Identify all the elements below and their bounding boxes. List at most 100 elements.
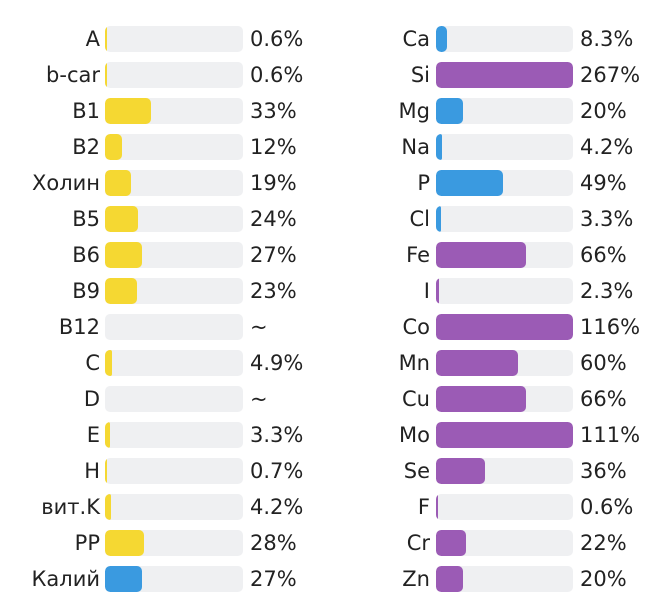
category-label: Cr xyxy=(406,531,430,555)
bar xyxy=(105,494,111,520)
bar-row: Se 36% xyxy=(0,457,670,485)
bar-track xyxy=(436,134,573,160)
category-label: E xyxy=(86,423,100,447)
category-label: вит.K xyxy=(41,495,100,519)
category-label: Zn xyxy=(402,567,430,591)
category-label: Mg xyxy=(398,99,430,123)
bar xyxy=(436,134,442,160)
category-label: C xyxy=(85,351,100,375)
bar xyxy=(436,314,573,340)
value-label: 0.6% xyxy=(250,27,304,51)
bar xyxy=(105,278,137,304)
bar-track xyxy=(105,26,243,52)
bar xyxy=(436,530,467,556)
bar-track xyxy=(105,458,243,484)
value-label: ~ xyxy=(250,315,268,339)
bar-track xyxy=(436,206,573,232)
bar-row: Zn 20% xyxy=(0,565,670,593)
value-label: 24% xyxy=(250,207,297,231)
bar-track xyxy=(105,134,243,160)
value-label: 3.3% xyxy=(250,423,304,447)
category-label: Ca xyxy=(402,27,430,51)
value-label: 23% xyxy=(250,279,297,303)
value-label: ~ xyxy=(250,387,268,411)
value-label: 60% xyxy=(580,351,627,375)
bar-row: Mg 20% xyxy=(0,97,670,125)
bar-row: B5 24% xyxy=(0,205,670,233)
value-label: 4.2% xyxy=(580,135,634,159)
bar-track xyxy=(105,530,243,556)
category-label: Mo xyxy=(399,423,430,447)
bar-row: Cl 3.3% xyxy=(0,205,670,233)
bar-track xyxy=(105,422,243,448)
value-label: 116% xyxy=(580,315,641,339)
value-label: 0.7% xyxy=(250,459,304,483)
category-label: b-car xyxy=(46,63,100,87)
category-label: Se xyxy=(403,459,430,483)
bar-track xyxy=(105,314,243,340)
bar-row: B1 33% xyxy=(0,97,670,125)
bar xyxy=(436,458,486,484)
value-label: 66% xyxy=(580,387,627,411)
bar-track xyxy=(436,494,573,520)
value-label: 2.3% xyxy=(580,279,634,303)
value-label: 0.6% xyxy=(580,495,634,519)
value-label: 111% xyxy=(580,423,641,447)
value-label: 3.3% xyxy=(580,207,634,231)
value-label: 27% xyxy=(250,243,297,267)
category-label: B2 xyxy=(72,135,100,159)
bar xyxy=(436,98,464,124)
category-label: B5 xyxy=(72,207,100,231)
value-label: 267% xyxy=(580,63,641,87)
bar xyxy=(436,494,438,520)
bar-track xyxy=(105,98,243,124)
bar-row: B12 ~ xyxy=(0,313,670,341)
bar-track xyxy=(436,62,573,88)
bar xyxy=(105,422,110,448)
bar-row: Fe 66% xyxy=(0,241,670,269)
bar-row: Cu 66% xyxy=(0,385,670,413)
bar xyxy=(105,26,107,52)
value-label: 19% xyxy=(250,171,297,195)
bar xyxy=(105,206,139,232)
bar-track xyxy=(436,98,573,124)
bar xyxy=(105,98,151,124)
value-label: 22% xyxy=(580,531,627,555)
bar-row: P 49% xyxy=(0,169,670,197)
bar-row: Mn 60% xyxy=(0,349,670,377)
bar-row: B6 27% xyxy=(0,241,670,269)
category-label: Калий xyxy=(31,567,101,591)
bar-row: Si 267% xyxy=(0,61,670,89)
category-label: Na xyxy=(401,135,430,159)
value-label: 12% xyxy=(250,135,297,159)
bar-track xyxy=(436,278,573,304)
bar-row: H 0.7% xyxy=(0,457,670,485)
bar-row: b-car 0.6% xyxy=(0,61,670,89)
bar-row: B9 23% xyxy=(0,277,670,305)
bar xyxy=(436,386,527,412)
bar-row: F 0.6% xyxy=(0,493,670,521)
category-label: Холин xyxy=(31,171,100,195)
bar-track xyxy=(436,458,573,484)
value-label: 33% xyxy=(250,99,297,123)
bar xyxy=(105,458,107,484)
bar xyxy=(436,62,573,88)
bar-row: Cr 22% xyxy=(0,529,670,557)
bar xyxy=(105,242,143,268)
category-label: I xyxy=(423,279,430,303)
bar-track xyxy=(436,386,573,412)
value-label: 20% xyxy=(580,567,627,591)
category-label: Mn xyxy=(398,351,430,375)
bar-row: Холин 19% xyxy=(0,169,670,197)
bar xyxy=(436,278,440,304)
value-label: 28% xyxy=(250,531,297,555)
bar xyxy=(436,422,573,448)
bar xyxy=(436,206,441,232)
bar-track xyxy=(436,26,573,52)
bar-row: B2 12% xyxy=(0,133,670,161)
category-label: Si xyxy=(410,63,430,87)
category-label: A xyxy=(85,27,100,51)
bar-track xyxy=(105,494,243,520)
value-label: 66% xyxy=(580,243,627,267)
category-label: Cl xyxy=(409,207,431,231)
